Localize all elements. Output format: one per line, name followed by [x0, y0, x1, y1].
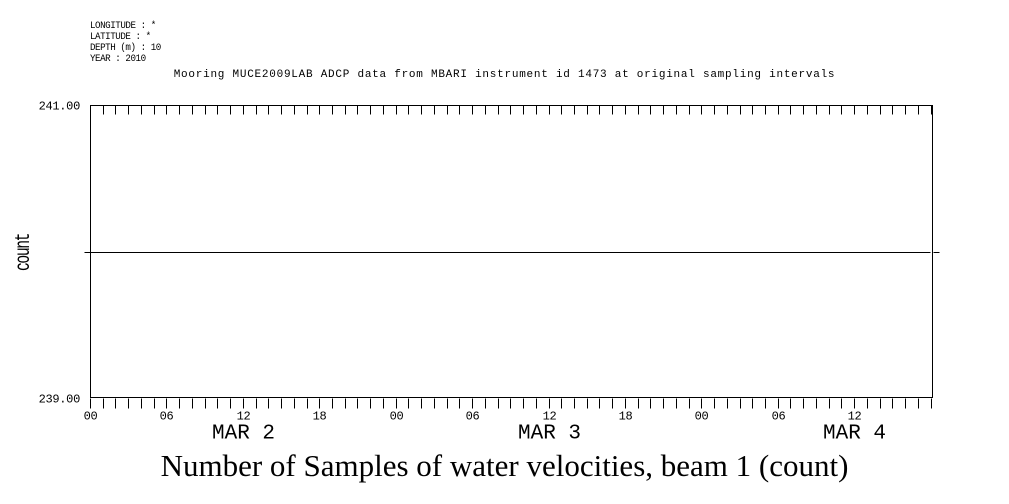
svg-text:MAR 2: MAR 2 — [212, 423, 275, 446]
svg-text:12: 12 — [848, 410, 862, 424]
svg-text:06: 06 — [466, 410, 480, 424]
svg-text:12: 12 — [237, 410, 251, 424]
svg-text:18: 18 — [619, 410, 633, 424]
svg-text:241.00: 241.00 — [39, 100, 81, 114]
svg-text:06: 06 — [772, 410, 786, 424]
svg-text:00: 00 — [695, 410, 709, 424]
svg-text:00: 00 — [390, 410, 404, 424]
svg-text:18: 18 — [313, 410, 327, 424]
svg-text:06: 06 — [160, 410, 174, 424]
svg-text:MAR 3: MAR 3 — [518, 423, 581, 446]
svg-text:239.00: 239.00 — [39, 393, 81, 407]
svg-text:00: 00 — [84, 410, 98, 424]
svg-text:MAR 4: MAR 4 — [823, 423, 886, 446]
svg-text:12: 12 — [543, 410, 557, 424]
